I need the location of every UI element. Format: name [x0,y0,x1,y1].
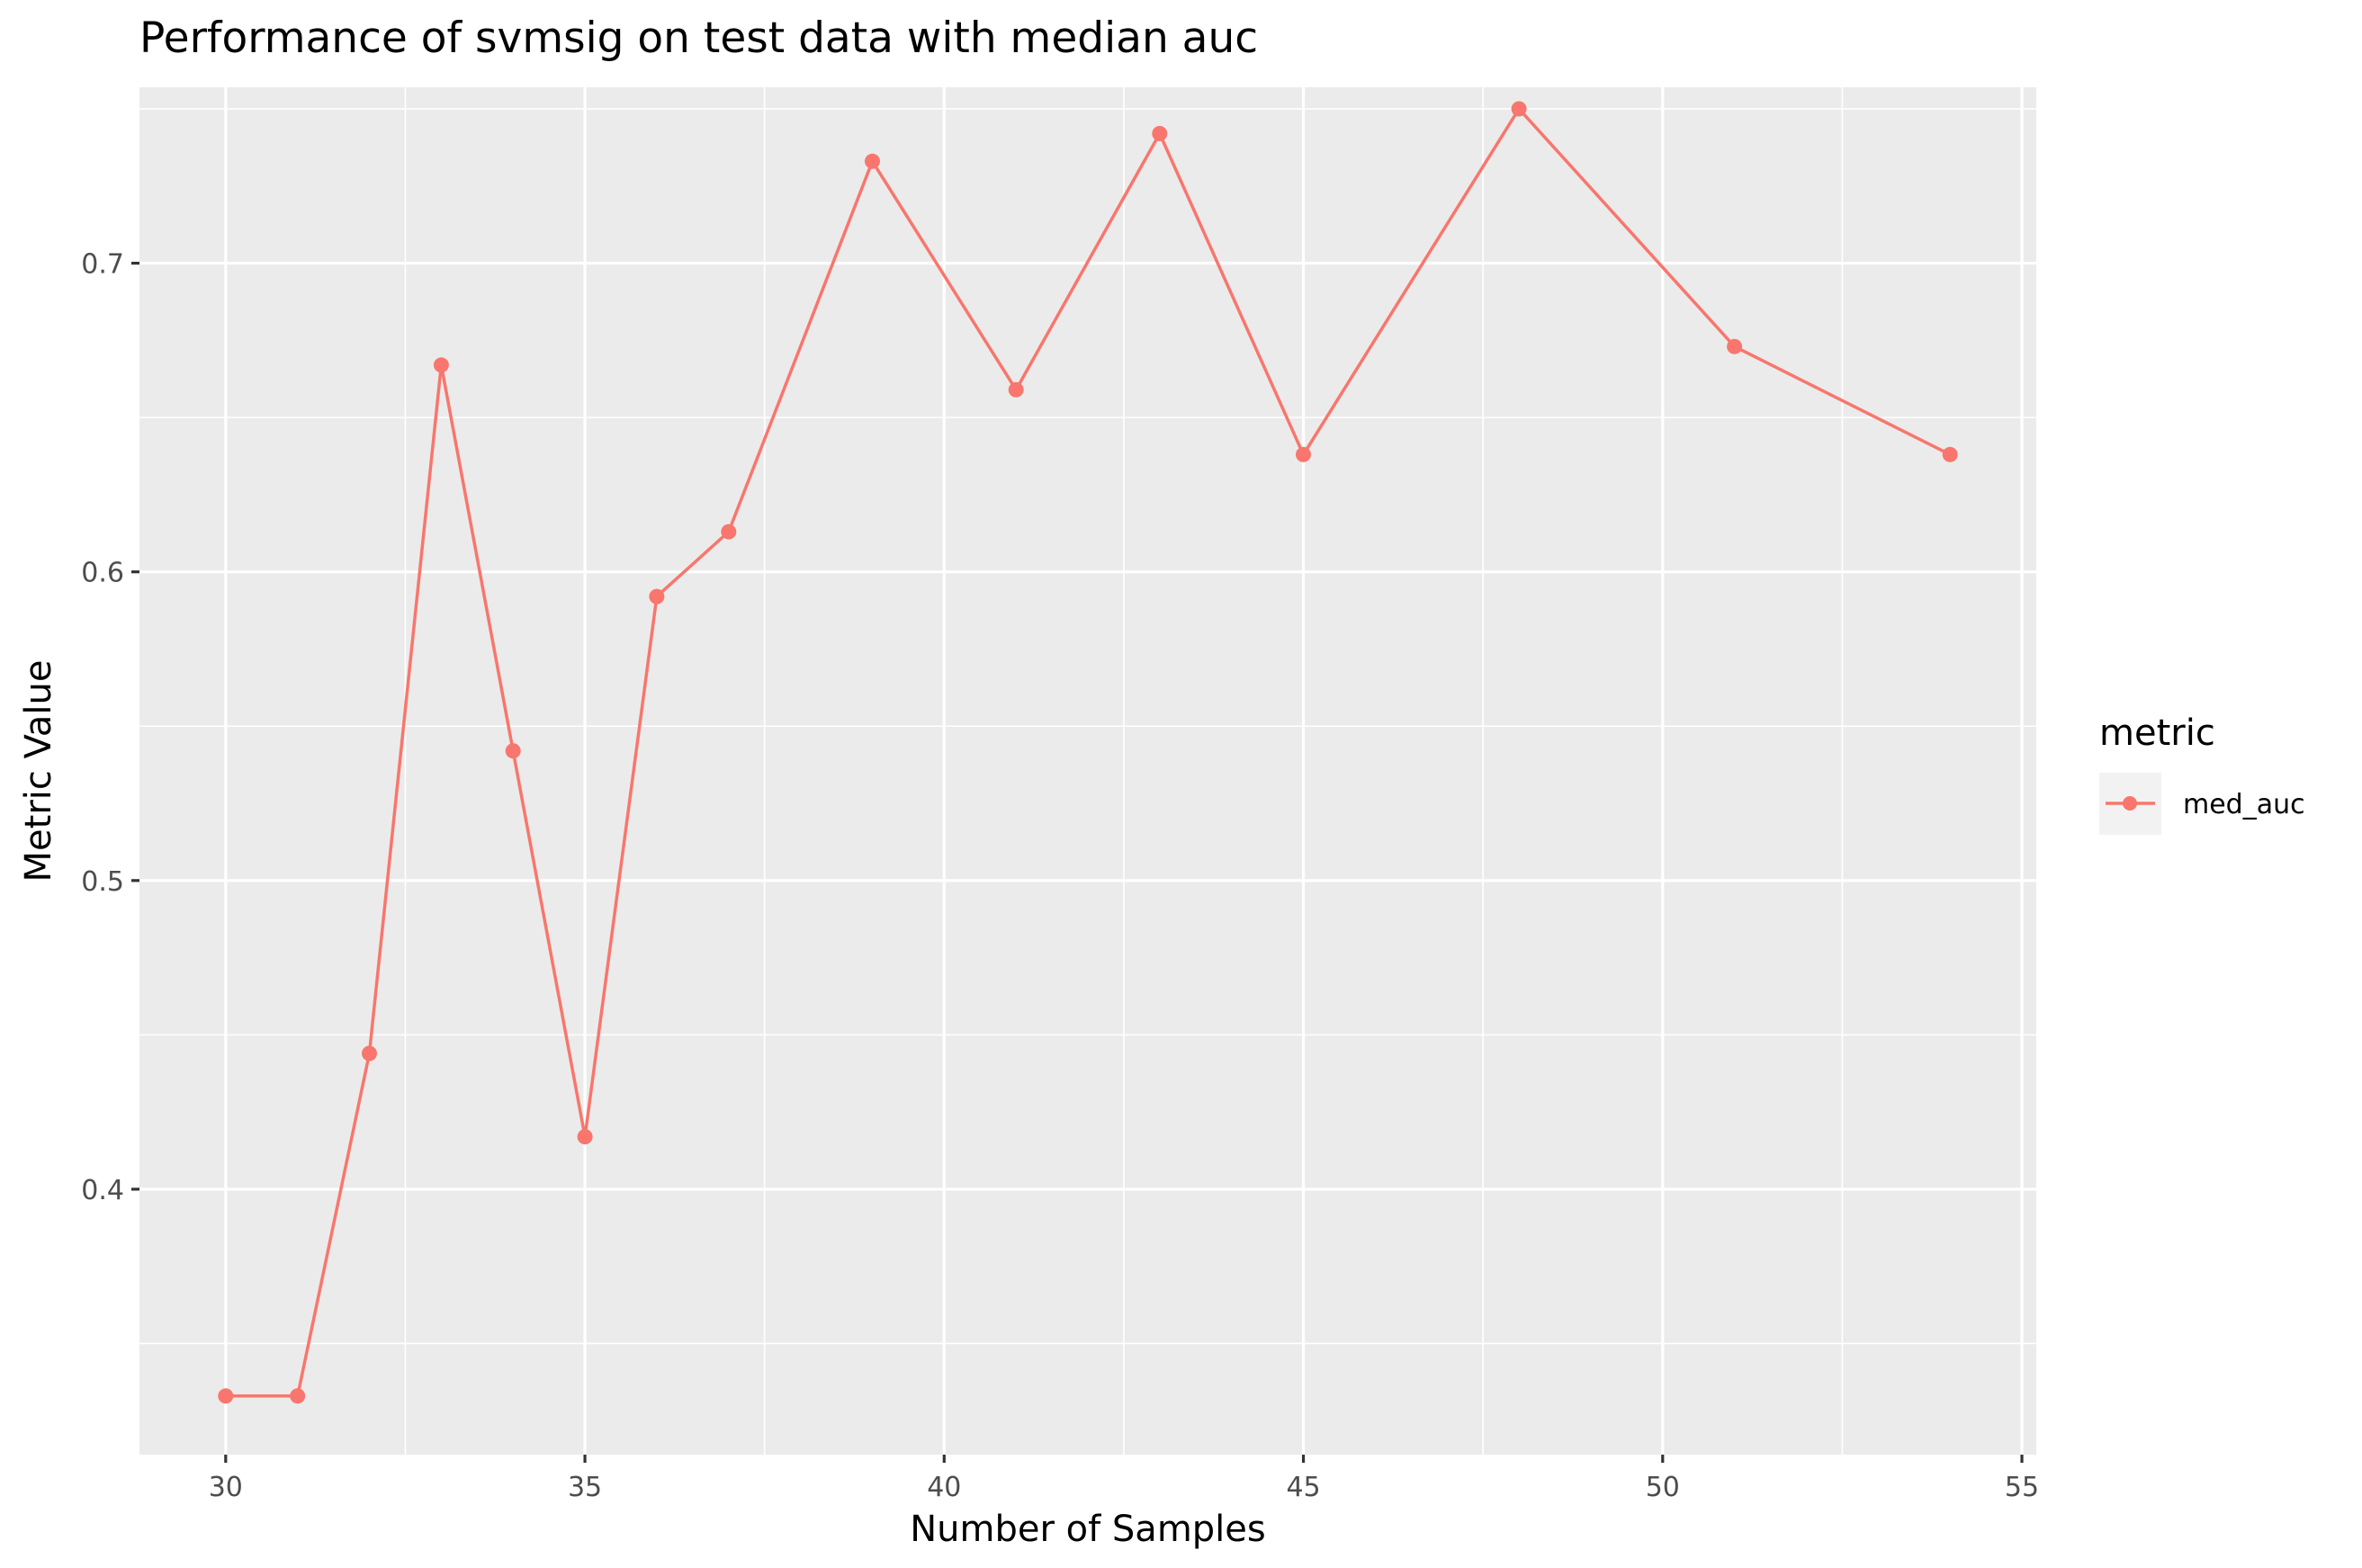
data-point [577,1129,593,1145]
x-axis: 30 35 40 45 50 55 [209,1455,2039,1503]
x-tick-label: 35 [568,1472,602,1503]
x-tick-label: 40 [927,1472,961,1503]
chart-title: Performance of svmsig on test data with … [139,13,1258,63]
plot-panel [139,87,2036,1455]
data-point [1152,126,1168,141]
y-axis-title: Metric Value [18,660,59,883]
minor-gridlines [139,87,2036,1455]
legend-label-med-auc: med_auc [2183,789,2305,820]
data-point [1727,338,1743,354]
data-point [1296,446,1311,462]
data-point [649,588,665,605]
data-point [218,1388,234,1404]
data-point [865,153,880,169]
data-point [721,524,737,540]
y-tick-label: 0.6 [81,558,124,589]
data-point [1008,381,1024,398]
y-tick-label: 0.7 [81,249,124,281]
x-tick-label: 50 [1646,1472,1680,1503]
legend-key-point [2123,796,2137,811]
data-point [362,1045,377,1062]
legend-title: metric [2099,712,2215,754]
series-layer [218,101,1958,1404]
data-point [290,1388,306,1404]
data-point [1511,101,1527,117]
y-axis: 0.4 0.5 0.6 0.7 [81,249,139,1206]
data-point [505,743,521,759]
y-tick-label: 0.4 [81,1175,124,1206]
y-tick-label: 0.5 [81,866,124,898]
data-point [433,357,449,373]
legend: metric med_auc [2099,712,2305,835]
major-gridlines [139,87,2036,1455]
x-tick-label: 30 [209,1472,243,1503]
data-point [1942,446,1958,462]
x-tick-label: 45 [1286,1472,1320,1503]
x-tick-label: 55 [2005,1472,2039,1503]
x-axis-title: Number of Samples [910,1509,1266,1550]
